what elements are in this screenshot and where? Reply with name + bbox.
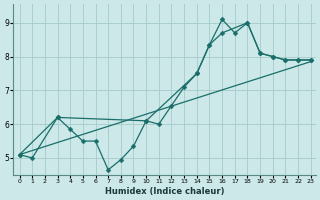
X-axis label: Humidex (Indice chaleur): Humidex (Indice chaleur): [105, 187, 224, 196]
